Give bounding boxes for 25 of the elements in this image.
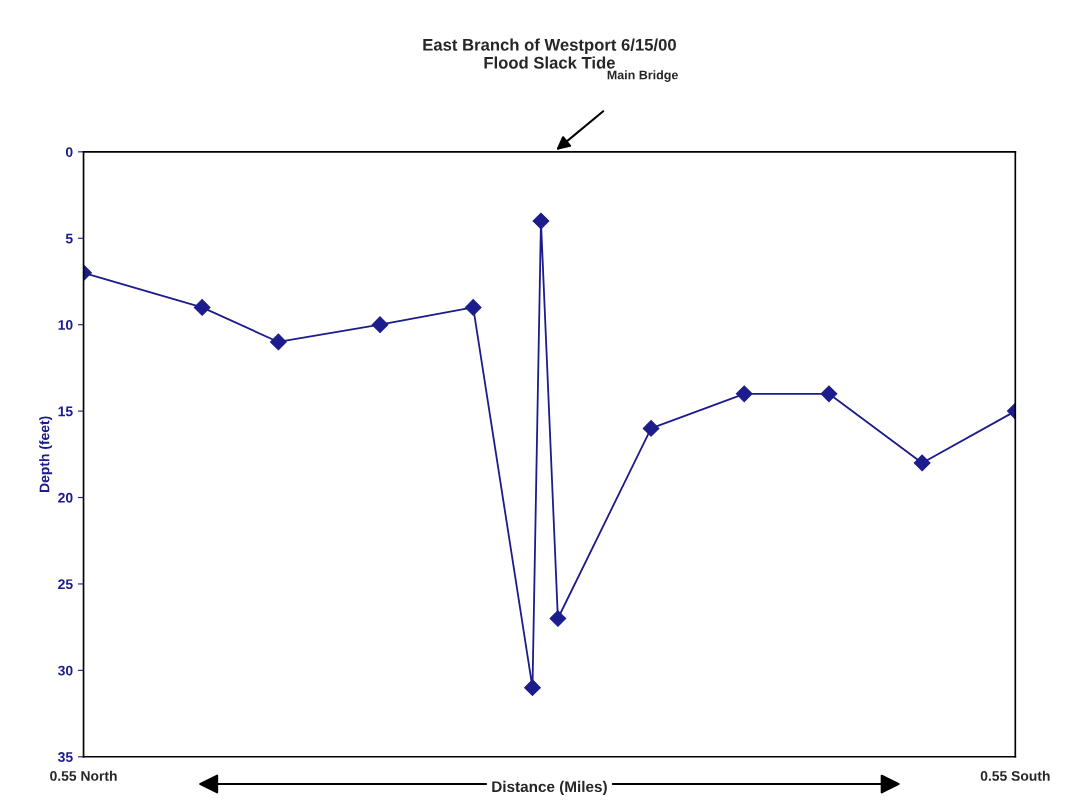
y-tick-label: 15 xyxy=(58,406,73,417)
point xyxy=(820,385,838,403)
point xyxy=(193,299,211,316)
y-tick-label: 30 xyxy=(57,665,73,676)
point xyxy=(642,420,660,437)
x-axis-title: Distance (Miles) xyxy=(492,780,607,796)
point xyxy=(913,454,931,472)
y-tick-label: 20 xyxy=(58,492,73,503)
y-tick-label: 5 xyxy=(65,233,73,244)
x-tick-label: 0.55 North xyxy=(50,770,117,781)
point xyxy=(549,610,567,627)
text: Main Bridge xyxy=(607,70,678,82)
point xyxy=(269,333,287,351)
point xyxy=(371,316,389,334)
point xyxy=(524,679,541,697)
point xyxy=(735,385,753,403)
x-tick-label: 0.55 South xyxy=(980,770,1050,781)
point xyxy=(464,299,482,316)
y-tick-label: 35 xyxy=(57,752,73,762)
y-tick-label: 0 xyxy=(65,147,73,158)
y-axis-title: Depth (feet) xyxy=(39,416,53,492)
y-tick-label: 10 xyxy=(58,320,73,330)
chart-title: East Branch of Westport 6/15/00 Flood Slack Tide xyxy=(423,38,676,69)
point xyxy=(532,212,550,230)
y-tick-label: 25 xyxy=(58,579,73,590)
